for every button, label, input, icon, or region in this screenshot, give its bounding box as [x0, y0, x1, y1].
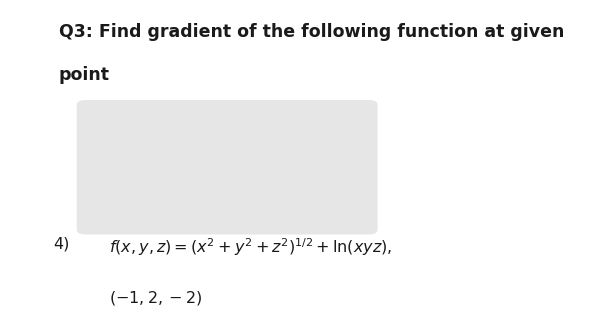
Text: point: point [59, 66, 110, 84]
Text: 4): 4) [53, 236, 70, 251]
FancyBboxPatch shape [77, 100, 378, 235]
Text: $f(x, y, z) = (x^2 + y^2 + z^2)^{1/2} + \ln(xyz),$: $f(x, y, z) = (x^2 + y^2 + z^2)^{1/2} + … [109, 236, 392, 258]
Text: $(-1,2,-2)$: $(-1,2,-2)$ [109, 289, 202, 307]
Text: Q3: Find gradient of the following function at given: Q3: Find gradient of the following funct… [59, 23, 565, 41]
